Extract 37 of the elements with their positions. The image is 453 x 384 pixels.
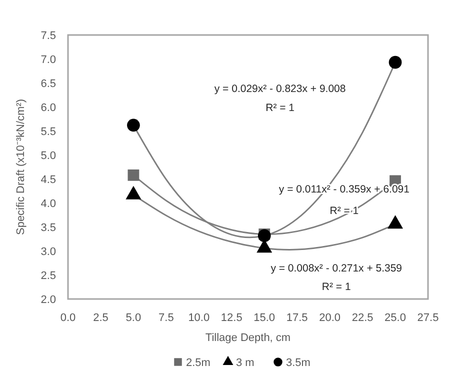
x-tick-label: 7.5	[158, 312, 174, 324]
y-tick-label: 2.0	[40, 294, 56, 306]
y-tick-label: 3.5	[40, 222, 56, 234]
point	[388, 56, 402, 69]
x-tick-label: 25.0	[384, 312, 406, 324]
point	[127, 118, 140, 132]
y-tick-label: 3.0	[40, 246, 56, 258]
annotation: R² = 1	[266, 102, 295, 114]
point	[128, 169, 140, 181]
x-tick-label: 0.0	[60, 312, 76, 324]
y-axis-title: Specific Draft (x10⁻³kN/cm²)	[15, 98, 27, 236]
x-tick-label: 17.5	[286, 312, 308, 324]
y-tick-label: 7.5	[40, 30, 56, 42]
y-tick-label: 4.5	[40, 174, 56, 186]
x-tick-label: 27.5	[417, 312, 439, 324]
y-tick-label: 7.0	[40, 54, 56, 66]
annotation: y = 0.008x² - 0.271x + 5.359	[270, 262, 402, 274]
annotation: y = 0.029x² - 0.823x + 9.008	[214, 82, 346, 95]
x-tick-label: 15.0	[254, 312, 276, 324]
x-axis-title: Tillage Depth, cm	[205, 332, 291, 344]
legend-label: 3 m	[236, 357, 254, 369]
legend-label: 2.5m	[186, 357, 210, 369]
x-tick-label: 2.5	[93, 312, 108, 324]
y-tick-label: 5.5	[40, 126, 56, 138]
point	[258, 229, 271, 242]
annotation: R² = 1	[322, 281, 351, 294]
x-tick-label: 20.0	[319, 312, 341, 324]
y-tick-label: 5.0	[40, 150, 56, 162]
x-tick-label: 12.5	[220, 312, 242, 324]
y-tick-label: 4.0	[40, 198, 56, 210]
y-tick-label: 2.5	[40, 270, 56, 282]
y-tick-label: 6.5	[40, 78, 56, 90]
y-tick-label: 6.0	[40, 102, 56, 114]
x-tick-label: 22.5	[352, 312, 374, 324]
legend-label: 3.5m	[286, 357, 310, 369]
x-tick-label: 5.0	[126, 312, 142, 324]
x-tick-label: 10.0	[188, 312, 210, 324]
